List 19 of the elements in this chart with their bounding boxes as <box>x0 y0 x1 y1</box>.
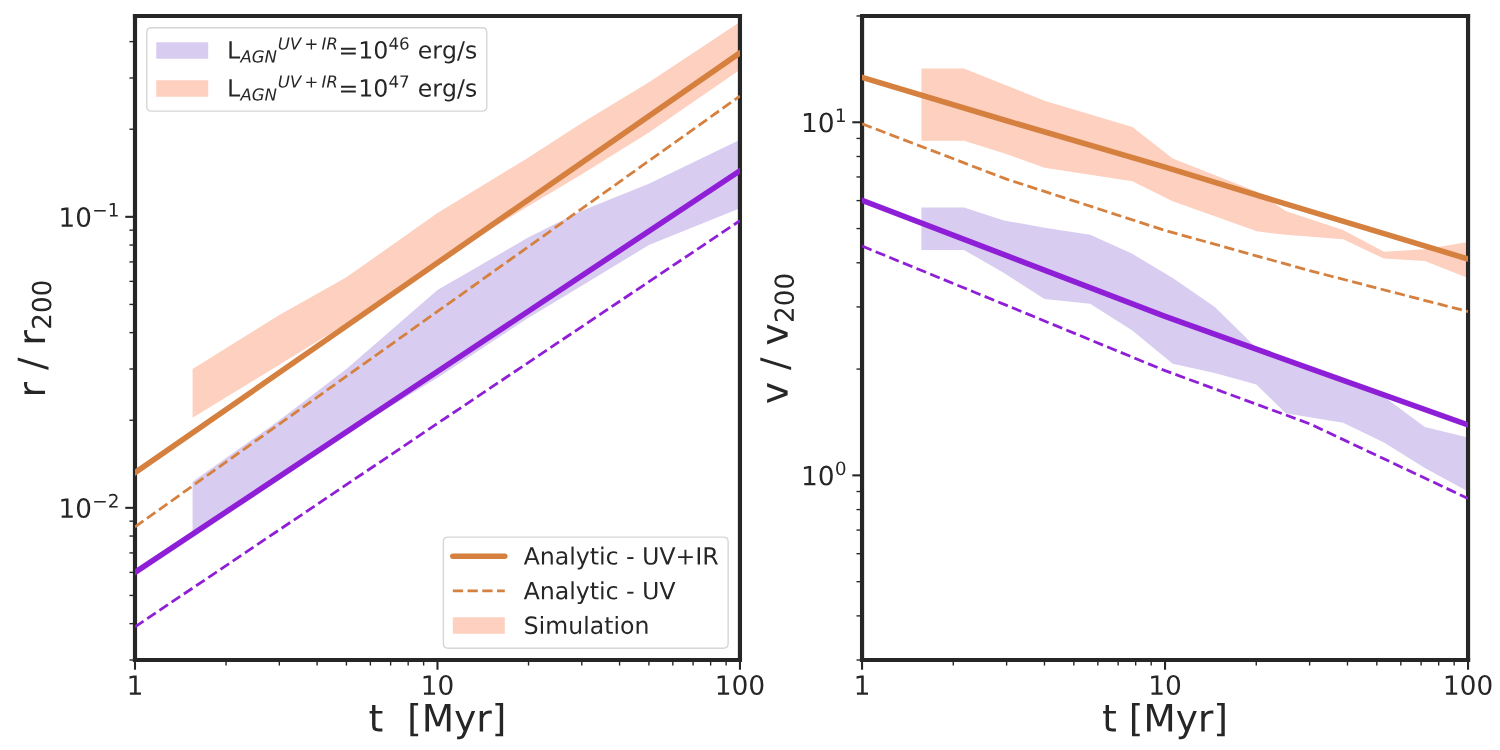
legend-label: Analytic - UV <box>523 581 676 605</box>
legend-label: L$_{AGN}$$^{UV+IR}$=10$^{46}$ erg/s <box>229 37 477 64</box>
legend-label: Analytic - UV+IR <box>523 546 719 570</box>
y-tick-label: 10$^{0}$ <box>803 461 846 486</box>
x-axis-title: t [Myr] <box>369 702 504 740</box>
x-tick-label: 10 <box>1151 675 1181 696</box>
x-tick-label: 1 <box>856 675 869 695</box>
y-axis-title: r / r$_{200}$ <box>17 281 52 395</box>
x-tick-label: 1 <box>129 675 141 695</box>
x-tick-label: 100 <box>1445 675 1492 696</box>
annotation: Simulation <box>525 615 648 635</box>
legend-label: L$_{AGN}$$^{UV+IR}$=10$^{47}$ erg/s <box>229 75 477 102</box>
y-tick-label: 10$^{1}$ <box>803 108 845 133</box>
y-tick-label: 10$^{−1}$ <box>61 203 118 228</box>
y-axis-title: v / v$_{200}$ <box>760 274 795 404</box>
y-tick-label: 10$^{−2}$ <box>61 493 118 519</box>
x-axis-title: t [Myr] <box>1103 702 1225 740</box>
x-tick-label: 10 <box>423 675 453 696</box>
x-tick-label: 100 <box>717 675 764 696</box>
